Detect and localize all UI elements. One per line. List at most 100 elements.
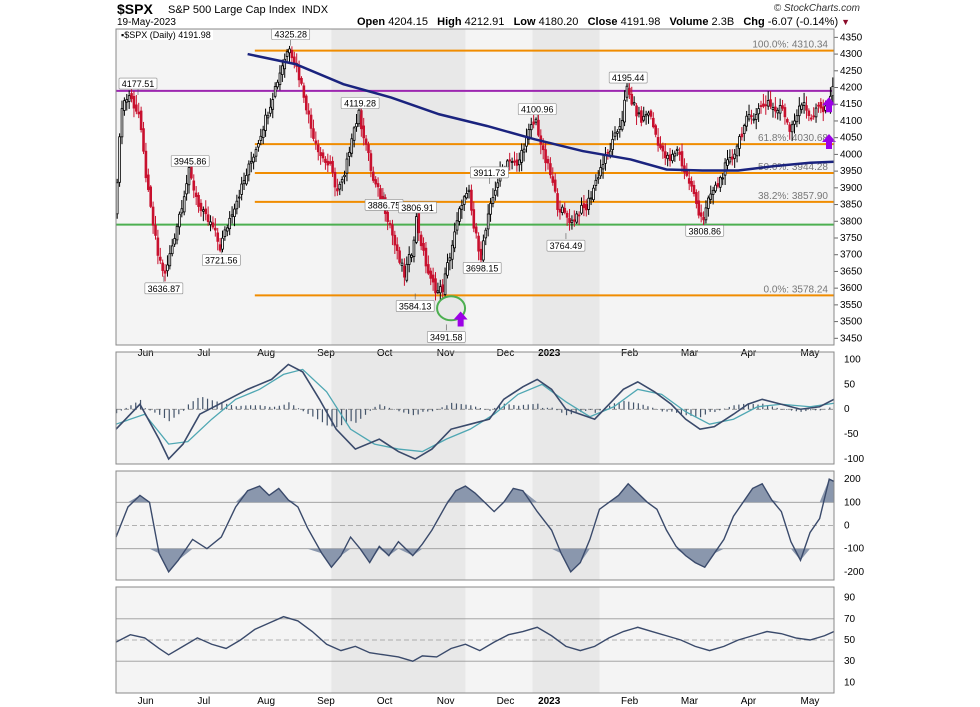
candle-body: [479, 248, 483, 260]
momentum-histogram-bar: [695, 409, 697, 417]
momentum-histogram-bar: [556, 409, 558, 411]
candle-body: [436, 290, 440, 293]
candle-body: [632, 102, 636, 105]
candle-body: [460, 204, 464, 210]
momentum-histogram-bar: [522, 404, 525, 410]
candle-body: [247, 163, 251, 176]
x-axis-label-bottom: Oct: [377, 696, 393, 707]
candle-body: [331, 160, 334, 173]
up-arrow-icon: [822, 134, 836, 150]
candle-body: [185, 183, 188, 195]
momentum-histogram-bar: [728, 406, 730, 410]
momentum-histogram-bar: [412, 409, 414, 416]
strength-tick-label: 70: [844, 614, 856, 625]
momentum-histogram-bar: [479, 408, 481, 410]
oscillator-tick-label: 0: [844, 521, 850, 532]
candle-body: [649, 110, 653, 117]
source-credit: © StockCharts.com: [773, 3, 860, 14]
candle-body: [738, 136, 741, 149]
point-label: 4325.28: [274, 30, 307, 40]
candle-body: [711, 189, 715, 195]
candle-body: [659, 144, 662, 149]
price-tick-label: 4350: [840, 32, 863, 43]
candle-body: [467, 189, 471, 193]
candle-body: [675, 148, 679, 151]
candle-body: [230, 214, 234, 217]
candle-body: [443, 273, 447, 295]
price-tick-label: 4250: [840, 66, 863, 77]
high-label: High: [437, 16, 462, 28]
candle-body: [233, 208, 236, 217]
momentum-tick-label: -100: [844, 454, 864, 465]
candle-body: [427, 264, 430, 274]
candle-body: [668, 154, 672, 161]
candle-body: [462, 196, 466, 205]
momentum-histogram-bar: [431, 409, 434, 412]
open-label: Open: [357, 16, 386, 28]
point-label: 4177.51: [122, 79, 155, 89]
candle-body: [527, 129, 531, 140]
candle-body: [132, 96, 136, 109]
chart-date: 19-May-2023: [117, 17, 176, 28]
momentum-histogram-bar: [379, 404, 381, 410]
candle-body: [807, 110, 811, 116]
candle-body: [704, 207, 708, 221]
momentum-histogram-bar: [154, 409, 156, 413]
point-label-box: [202, 254, 241, 266]
x-axis-label-bottom: Dec: [497, 696, 515, 707]
candle-body: [228, 217, 231, 230]
down-arrow-icon: ▼: [841, 17, 851, 27]
oscillator-tick-label: 200: [844, 474, 861, 485]
candle-body: [269, 106, 272, 114]
candle-body: [163, 270, 167, 274]
candle-body: [271, 99, 275, 110]
point-label-box: [426, 331, 466, 343]
candle-body: [797, 105, 801, 117]
candle-body: [139, 110, 143, 131]
candle-body: [661, 145, 665, 152]
candle-body: [190, 164, 193, 179]
momentum-histogram-bar: [642, 404, 644, 410]
x-axis-label-bottom: Jul: [197, 696, 210, 707]
x-axis-label-bottom: Sep: [317, 696, 335, 707]
exchange-code: INDX: [301, 4, 329, 16]
candle-body: [809, 117, 813, 120]
momentum-histogram-bar: [235, 406, 237, 410]
momentum-histogram-bar: [163, 409, 166, 419]
candle-body: [699, 212, 703, 217]
momentum-histogram-bar: [738, 404, 740, 410]
close-label: Close: [587, 16, 618, 28]
candle-body: [556, 193, 559, 210]
momentum-histogram-bar: [719, 409, 721, 411]
candle-body: [702, 217, 705, 221]
price-tick-label: 3650: [840, 266, 863, 277]
candle-body: [130, 93, 133, 100]
candle-body: [314, 140, 318, 144]
momentum-histogram-bar: [747, 403, 750, 410]
candle-body: [680, 151, 684, 167]
x-axis-label-bottom: 2023: [538, 696, 561, 707]
strength-line: [115, 615, 835, 662]
momentum-histogram-bar: [202, 397, 204, 410]
point-label: 3945.86: [174, 157, 207, 167]
momentum-histogram-bar: [637, 403, 639, 410]
momentum-histogram-bar: [460, 404, 462, 410]
candle-body: [458, 208, 461, 222]
x-axis-label-price: Nov: [437, 348, 455, 359]
oscillator-tick-label: -200: [844, 567, 864, 578]
x-axis-label-bottom: May: [801, 696, 820, 707]
momentum-histogram-bar: [551, 407, 553, 410]
price-tick-label: 4000: [840, 149, 863, 160]
momentum-histogram-bar: [336, 409, 338, 428]
fib-level-label: 0.0%: 3578.24: [764, 284, 829, 295]
panel-2-background: [116, 471, 834, 580]
x-axis-label-price: May: [801, 348, 820, 359]
momentum-histogram-bar: [168, 409, 170, 422]
momentum-histogram-bar: [273, 406, 276, 410]
point-label-box: [608, 71, 648, 84]
volume-label: Volume: [669, 16, 709, 28]
candle-body: [537, 119, 540, 136]
momentum-histogram-bar: [455, 403, 458, 410]
candle-body: [740, 133, 744, 138]
candle-body: [611, 138, 614, 150]
